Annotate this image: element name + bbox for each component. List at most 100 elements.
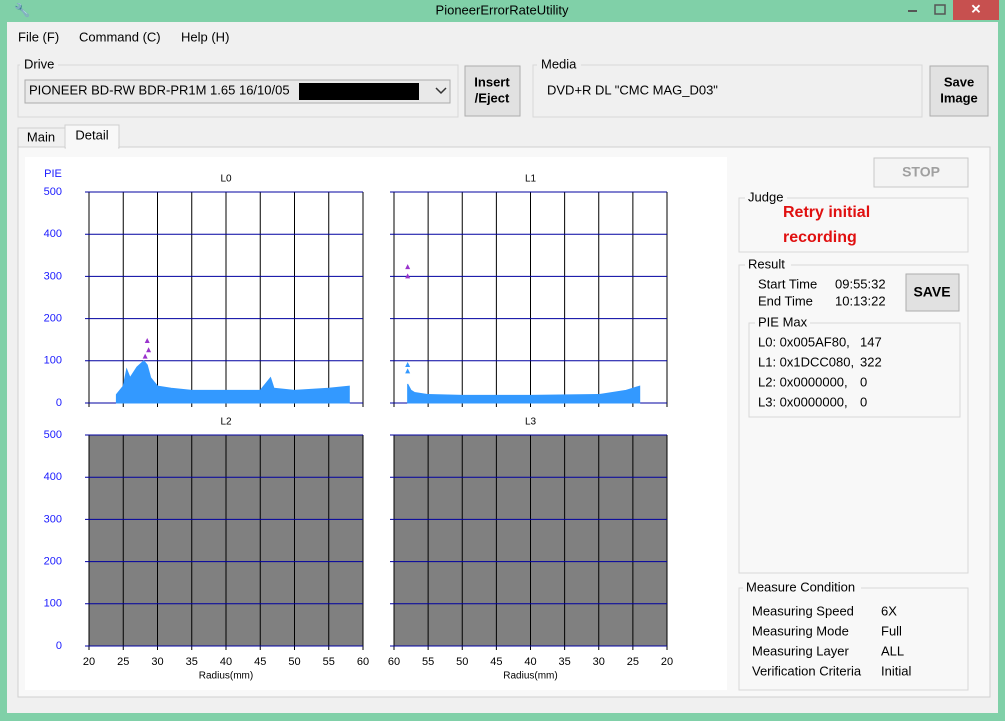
group-label-bg [745,192,787,204]
menu-item[interactable]: File (F) [18,29,59,44]
button-text: SAVE [913,284,950,300]
dropdown-arrow [435,87,447,95]
y-axis-label: PIE [44,168,62,180]
drive-group [17,64,459,118]
x-tick-label: 45 [490,656,502,668]
redaction [299,83,419,100]
menu-item[interactable]: Help (H) [181,29,229,44]
result-key: Start Time [758,276,817,291]
measure-value: Initial [881,663,911,678]
y-tick-label: 400 [44,228,62,240]
title-bar [0,0,1005,22]
judge-text: Retry initial [783,204,870,221]
chart-title: L0 [220,174,232,185]
save-image-button[interactable] [929,65,989,117]
menu-item[interactable]: Command (C) [79,29,161,44]
judge-label: Judge [748,189,783,204]
insert-eject-button[interactable] [464,65,521,117]
pie-point [144,337,150,343]
pie-address: L0: 0x005AF80, [758,334,850,349]
y-tick-label: 300 [44,513,62,525]
maximize[interactable] [934,4,946,15]
judge-text: recording [783,229,857,246]
pie-area [407,383,641,404]
y-tick-label: 200 [44,313,62,325]
x-tick-label: 30 [151,656,163,668]
pie-point [405,368,411,374]
result-value: 09:55:32 [835,276,886,291]
pie-point [405,362,411,368]
chart-title: L3 [525,417,537,428]
result-label: Result [748,256,785,271]
y-tick-label: 100 [44,598,62,610]
measure-value: 6X [881,603,897,618]
save-button[interactable] [905,273,960,312]
y-tick-label: 0 [56,397,62,409]
close[interactable] [953,0,999,20]
pie-address: L3: 0x0000000, [758,394,848,409]
x-tick-label: 50 [288,656,300,668]
pie-value: 322 [860,354,882,369]
y-tick-label: 100 [44,355,62,367]
y-tick-label: 300 [44,270,62,282]
measure-key: Verification Criteria [752,663,862,678]
button-text: Insert [474,74,510,89]
x-tick-label: 40 [524,656,536,668]
button-text: STOP [902,164,940,180]
media-label: Media [541,56,577,71]
button-text: Image [940,90,978,105]
pie-area [115,360,350,404]
result-key: End Time [758,293,813,308]
x-tick-label: 45 [254,656,266,668]
close-glyph: ✕ [971,1,982,16]
media-group [532,64,923,118]
x-tick-label: 55 [422,656,434,668]
x-tick-label: 20 [661,656,673,668]
x-tick-label: 30 [593,656,605,668]
pie-address: L2: 0x0000000, [758,374,848,389]
measure-key: Measuring Layer [752,643,849,658]
y-tick-label: 500 [44,186,62,198]
x-axis-label: Radius(mm) [199,671,253,682]
measure-value: ALL [881,643,904,658]
pie-max-label: PIE Max [758,314,808,329]
x-axis-label: Radius(mm) [503,671,557,682]
drive-selected: PIONEER BD-RW BDR-PR1M 1.65 16/10/05 [29,82,290,97]
chart-title: L2 [220,417,232,428]
chart-title: L1 [525,174,537,185]
x-tick-label: 35 [559,656,571,668]
drive-label: Drive [24,56,54,71]
tab-label: Main [27,129,55,144]
x-tick-label: 40 [220,656,232,668]
y-tick-label: 500 [44,429,62,441]
x-tick-label: 25 [117,656,129,668]
group-label-bg [743,581,861,595]
result-group [738,264,969,574]
measure-value: Full [881,623,902,638]
x-tick-label: 55 [323,656,335,668]
pie-point [405,264,411,270]
button-text: /Eject [475,90,510,105]
pie-value: 147 [860,334,882,349]
measure-key: Measuring Mode [752,623,849,638]
measure-label: Measure Condition [746,579,855,594]
app-icon: 🔧 [14,1,30,17]
media-value: DVD+R DL "CMC MAG_D03" [547,82,718,97]
pie-point [405,273,411,279]
x-tick-label: 35 [186,656,198,668]
pie-value: 0 [860,374,867,389]
x-tick-label: 25 [627,656,639,668]
tab-joint [66,146,118,149]
x-tick-label: 60 [357,656,369,668]
stop-button[interactable] [873,157,969,188]
x-tick-label: 20 [83,656,95,668]
window-title: PioneerErrorRateUtility [436,2,569,17]
result-value: 10:13:22 [835,293,886,308]
y-tick-label: 200 [44,556,62,568]
pie-point [146,347,152,353]
pie-address: L1: 0x1DCC080, [758,354,854,369]
y-tick-label: 0 [56,640,62,652]
